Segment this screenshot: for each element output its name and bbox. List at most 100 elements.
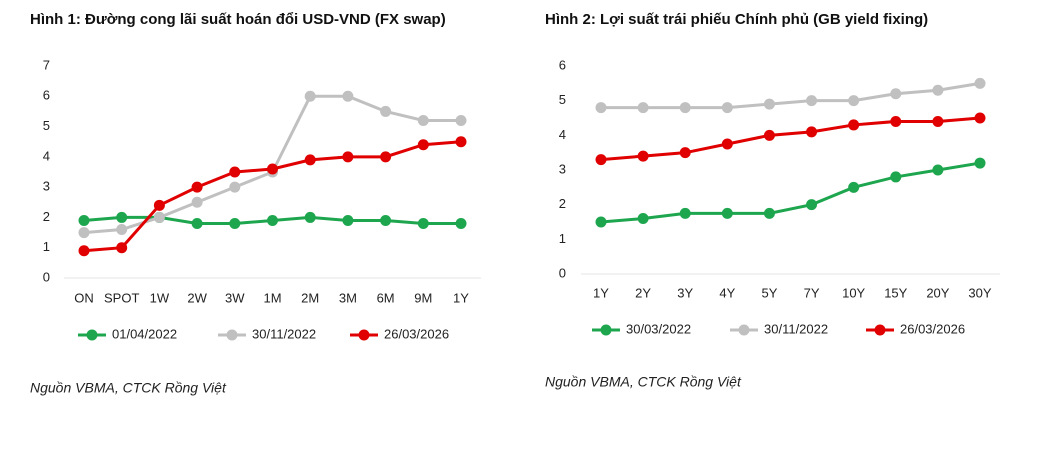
x-tick-label: 20Y [926, 285, 949, 300]
x-tick-label: 1M [263, 290, 281, 305]
point [595, 216, 607, 228]
x-tick-label: 5Y [761, 285, 777, 300]
point [342, 90, 354, 102]
y-tick-label: 0 [43, 269, 50, 284]
point [304, 154, 316, 166]
x-tick-label: 4Y [719, 285, 735, 300]
point [932, 115, 944, 127]
point [417, 217, 429, 229]
x-tick-label: SPOT [104, 290, 139, 305]
series-line [600, 161, 981, 224]
y-tick-label: 7 [43, 57, 50, 72]
point [721, 102, 733, 114]
x-tick-label: ON [74, 290, 94, 305]
point [679, 102, 691, 114]
point [78, 214, 90, 226]
x-tick-label: 1Y [593, 285, 609, 300]
legend-label: 30/11/2022 [252, 326, 316, 341]
point [763, 98, 775, 110]
point [116, 242, 128, 254]
point [267, 163, 278, 175]
series-line [600, 116, 981, 162]
point [679, 147, 691, 159]
x-tick-label: 1W [150, 290, 170, 305]
point [679, 207, 691, 219]
legend-marker [738, 324, 750, 336]
point [974, 77, 986, 89]
point [342, 151, 354, 163]
x-tick-label: 2M [301, 290, 319, 305]
point [848, 181, 860, 193]
point [229, 181, 241, 193]
point [763, 129, 775, 141]
point [455, 136, 467, 148]
x-tick-label: 3W [225, 290, 245, 305]
legend-marker [874, 324, 886, 336]
point [848, 95, 860, 107]
y-tick-label: 3 [559, 161, 566, 176]
point [637, 213, 649, 225]
legend-label: 30/11/2022 [764, 321, 828, 336]
point [595, 154, 607, 166]
x-tick-label: 15Y [884, 285, 907, 300]
y-tick-label: 4 [559, 127, 566, 142]
x-tick-label: 7Y [804, 285, 820, 300]
point [116, 211, 128, 223]
point [595, 102, 607, 114]
point [78, 227, 90, 239]
chart-title: Hình 2: Lợi suất trái phiếu Chính phủ (G… [545, 11, 928, 28]
point [229, 217, 241, 229]
point [153, 211, 165, 223]
point [721, 138, 733, 150]
series-line [83, 140, 462, 253]
point [153, 199, 165, 211]
x-tick-label: 9M [414, 290, 432, 305]
y-tick-label: 4 [43, 148, 50, 163]
point [932, 84, 944, 96]
legend-label: 26/03/2026 [900, 321, 965, 336]
series-line [601, 81, 981, 110]
x-tick-label: 1Y [453, 290, 469, 305]
point [380, 105, 392, 117]
point [890, 88, 902, 100]
point [304, 90, 316, 102]
chart-title: Hình 1: Đường cong lãi suất hoán đổi USD… [30, 11, 446, 28]
y-tick-label: 2 [43, 209, 50, 224]
x-tick-label: 3Y [677, 285, 693, 300]
point [267, 214, 278, 226]
legend-label: 26/03/2026 [384, 326, 449, 341]
source-note: Nguồn VBMA, CTCK Rồng Việt [30, 380, 227, 396]
x-tick-label: 30Y [968, 285, 991, 300]
point [191, 217, 203, 229]
point [637, 102, 649, 114]
point [763, 207, 775, 219]
point [342, 214, 354, 226]
point [455, 217, 467, 229]
point [890, 171, 902, 183]
point [721, 207, 733, 219]
point [806, 126, 818, 138]
point [116, 224, 128, 236]
y-tick-label: 2 [559, 196, 566, 211]
y-tick-label: 5 [43, 118, 50, 133]
point [191, 196, 203, 208]
legend-marker [358, 329, 370, 341]
legend-marker [226, 329, 238, 341]
legend-marker [600, 324, 612, 336]
y-tick-label: 0 [559, 265, 566, 280]
y-tick-label: 5 [559, 92, 566, 107]
point [304, 211, 316, 223]
source-note: Nguồn VBMA, CTCK Rồng Việt [545, 374, 742, 390]
y-tick-label: 6 [559, 57, 566, 72]
point [417, 139, 429, 151]
point [78, 245, 90, 257]
point [191, 181, 203, 193]
point [806, 199, 818, 211]
point [417, 115, 429, 127]
x-tick-label: 10Y [842, 285, 865, 300]
point [455, 115, 467, 127]
point [637, 150, 649, 162]
point [974, 157, 986, 169]
y-tick-label: 6 [43, 88, 50, 103]
point [806, 95, 818, 107]
